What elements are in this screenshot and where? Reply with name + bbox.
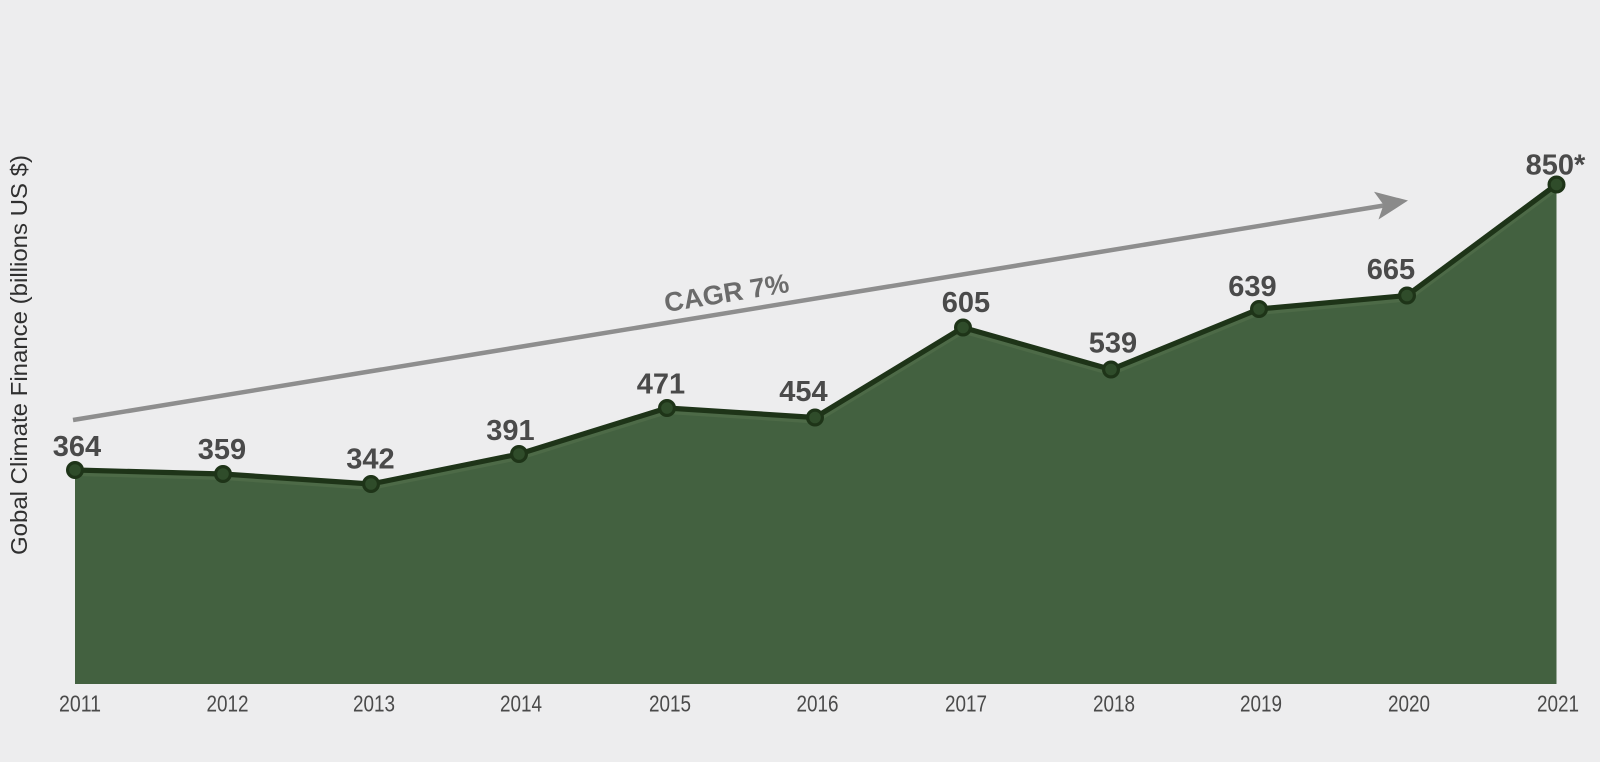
svg-text:605: 605 (942, 287, 990, 319)
svg-text:2021: 2021 (1537, 691, 1579, 717)
svg-text:2015: 2015 (649, 691, 691, 717)
svg-text:2012: 2012 (207, 691, 249, 717)
svg-text:364: 364 (53, 431, 101, 463)
svg-text:359: 359 (198, 434, 246, 466)
svg-text:2013: 2013 (353, 691, 395, 717)
svg-text:2018: 2018 (1093, 691, 1135, 717)
svg-text:391: 391 (486, 415, 534, 447)
svg-text:2019: 2019 (1240, 691, 1282, 717)
svg-text:539: 539 (1089, 328, 1137, 360)
svg-text:Gobal Climate Finance (billion: Gobal Climate Finance (billions US $) (6, 155, 32, 555)
svg-text:2016: 2016 (797, 691, 839, 717)
svg-text:454: 454 (779, 376, 827, 408)
svg-text:2014: 2014 (500, 691, 542, 717)
svg-text:2011: 2011 (59, 691, 101, 717)
svg-text:850*: 850* (1526, 150, 1586, 182)
svg-text:2020: 2020 (1388, 691, 1430, 717)
svg-text:665: 665 (1367, 254, 1415, 286)
svg-text:342: 342 (346, 444, 394, 476)
svg-text:639: 639 (1228, 271, 1276, 303)
svg-text:2017: 2017 (945, 691, 987, 717)
svg-text:471: 471 (637, 369, 685, 401)
